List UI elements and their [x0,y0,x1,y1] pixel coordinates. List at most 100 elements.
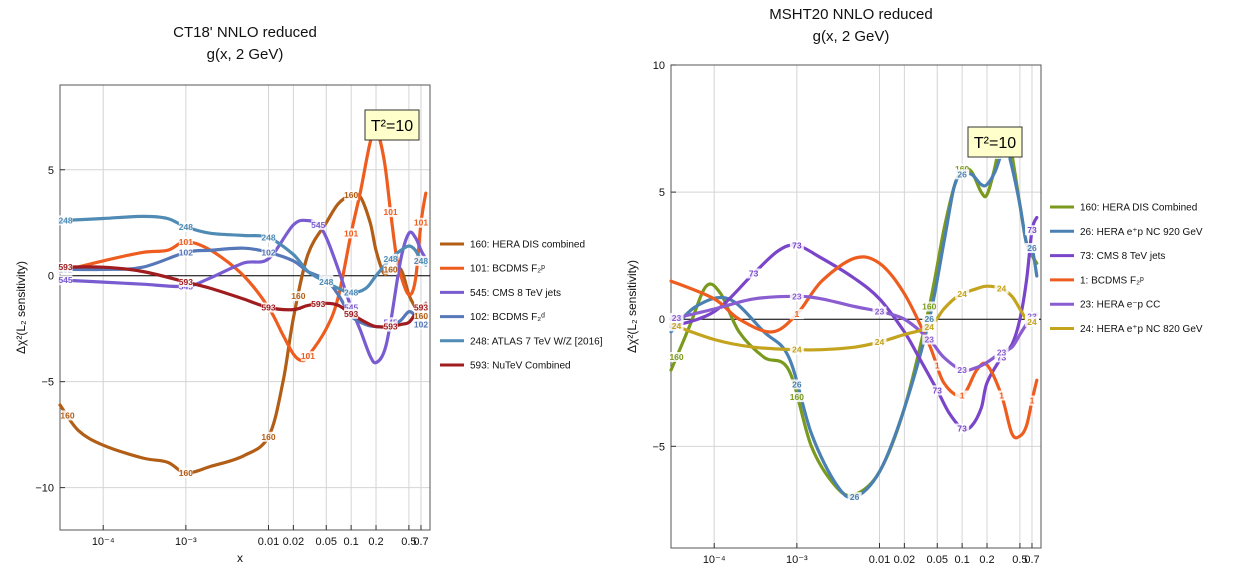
series-line [669,148,1039,500]
legend-entry: 545: CMS 8 TeV jets [470,288,561,299]
point-label: 23 [1027,312,1037,322]
series-line [669,215,1039,432]
point-label-bg [955,365,970,376]
point-label-bg [789,392,804,403]
point-label: 545 [344,303,358,313]
point-label: 26 [850,492,860,502]
point-label: 248 [414,256,428,266]
point-label-bg [789,344,804,355]
point-label-bg [413,310,428,321]
series-line [58,218,428,365]
point-label: 593 [179,277,193,287]
point-label: 593 [58,262,72,272]
x-tick-label: 10⁻⁴ [703,554,726,566]
chart-subtitle: g(x, 2 GeV) [813,28,890,45]
point-label: 248 [179,222,193,232]
series-line [58,192,428,475]
point-label: 73 [749,268,759,278]
point-label-bg [669,352,684,363]
point-label-bg [178,221,193,232]
point-label: 593 [344,309,358,319]
x-tick-label: 0.7 [1024,554,1039,566]
point-label-bg [178,236,193,247]
x-tick-label: 0.01 [258,536,279,548]
point-label-bg [319,277,334,288]
point-label-bg [789,309,804,320]
y-tick-label: 0 [659,314,665,326]
legend-entry: 160: HERA DIS Combined [1080,203,1197,214]
point-label-bg [930,385,945,396]
legend-entry: 26: HERA e⁺p NC 920 GeV [1080,227,1203,238]
point-label: 248 [383,254,397,264]
point-label-bg [413,255,428,266]
y-tick-label: 5 [659,187,665,199]
x-tick-label: 0.2 [368,536,383,548]
point-label-bg [178,467,193,478]
point-label: 73 [997,352,1007,362]
x-axis-label: x [237,551,243,565]
point-label-bg [413,302,428,313]
point-label: 248 [319,277,333,287]
point-label-bg [1024,311,1039,322]
chart-left-svg: CT18' NNLO reduced g(x, 2 GeV) 10⁻⁴ 10⁻³ 0.0… [14,24,603,565]
annotation-box [967,126,1023,158]
point-label-bg [955,164,970,175]
y-axis-label: Δχ²(L₂ sensitivity) [14,261,28,354]
plot-frame [670,64,1042,549]
legend-entry: 73: CMS 8 TeV jets [1080,251,1165,262]
point-label-bg [1024,243,1039,254]
point-label: 23 [672,313,682,323]
point-label: 23 [957,365,967,375]
point-label-bg [311,219,326,230]
point-label: 1 [935,361,940,371]
point-label-bg [291,291,306,302]
chart-right-svg: MSHT20 NNLO reduced g(x, 2 GeV) 10⁻⁴ 10⁻³ 0.… [625,6,1203,566]
point-label-bg [344,228,359,239]
point-label: 1 [999,390,1004,400]
point-label-bg [922,334,937,345]
point-label: 24 [957,289,967,299]
point-label-bg [994,390,1009,401]
point-label: 1 [960,390,965,400]
point-label: 102 [261,247,275,257]
point-label-bg [1024,395,1039,406]
point-label-bg [922,314,937,325]
annotation-text: T²=10 [974,135,1016,152]
x-tick-label: 0.2 [979,554,994,566]
y-tick-label: −10 [35,483,54,495]
point-label: 101 [383,207,397,217]
x-tick-label: 0.05 [927,554,948,566]
point-label: 24 [875,337,885,347]
point-label: 593 [414,303,428,313]
point-label: 101 [414,218,428,228]
point-label-bg [344,190,359,201]
point-label-bg [383,253,398,264]
point-label: 593 [383,322,397,332]
chart-title: MSHT20 NNLO reduced [769,6,932,23]
legend-entry: 160: HERA DIS combined [470,240,585,251]
point-label-bg [1024,225,1039,236]
point-label-bg [344,287,359,298]
point-label-bg [789,291,804,302]
point-label: 24 [792,345,802,355]
point-label-bg [955,169,970,180]
point-label-bg [1024,316,1039,327]
point-label-bg [58,215,73,226]
point-label: 24 [925,322,935,332]
point-label-bg [789,240,804,251]
legend-entry: 593: NuTeV Combined [470,361,571,372]
point-label: 160 [414,311,428,321]
point-label: 24 [997,284,1007,294]
x-tick-label: 0.02 [283,536,304,548]
x-tick-label: 10⁻⁴ [92,536,115,548]
point-label: 101 [344,228,358,238]
y-tick-label: 5 [48,165,54,177]
point-label-bg [955,288,970,299]
point-label: 160 [669,352,683,362]
point-label-bg [178,247,193,258]
point-label: 160 [261,432,275,442]
point-label-bg [872,337,887,348]
point-label: 545 [311,220,325,230]
annotation-box [364,109,420,141]
point-label-bg [344,302,359,313]
